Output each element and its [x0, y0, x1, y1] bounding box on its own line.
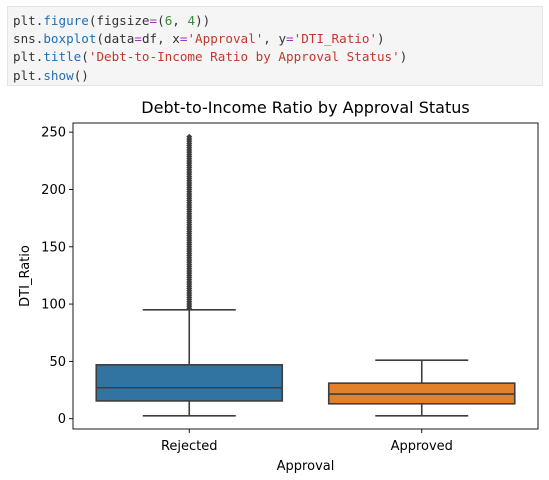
code-token: )): [195, 13, 211, 28]
code-token: boxplot: [43, 31, 97, 47]
code-token: plt.: [13, 49, 44, 65]
code-token: 6: [164, 13, 173, 28]
code-token: (data: [96, 31, 135, 47]
code-token: sns.: [13, 31, 44, 47]
y-tick-label: 150: [41, 240, 66, 255]
code-token: 'Debt-to-Income Ratio by Approval Status…: [88, 49, 400, 65]
boxplot-chart: Debt-to-Income Ratio by Approval Status 0…: [18, 98, 539, 474]
x-axis-label: Approval: [277, 459, 335, 474]
chart: Debt-to-Income Ratio by Approval Status 0…: [0, 92, 549, 476]
code-token: (figsize: [88, 13, 150, 28]
code-block: plt.figure(figsize=(6, 4)) sns.boxplot(da…: [8, 7, 542, 85]
code-token: =: [134, 31, 142, 47]
y-tick-label: 100: [41, 298, 66, 313]
code-token: (): [73, 67, 89, 83]
y-tick-label: 0: [58, 412, 66, 427]
box-iqr: [95, 364, 284, 402]
code-token: plt.: [13, 67, 44, 83]
y-tick-label: 200: [41, 183, 66, 198]
code-token: ): [399, 49, 408, 65]
code-token: =: [286, 31, 294, 47]
code-token: (: [81, 49, 89, 65]
code-token: , y: [263, 31, 287, 47]
code-token: ,: [172, 13, 188, 28]
code-token: figure: [43, 13, 89, 28]
code-token: title: [43, 49, 82, 65]
code-token: 'DTI_Ratio': [293, 31, 378, 47]
code-token: df, x: [141, 31, 180, 47]
code-token: plt.: [13, 13, 44, 28]
chart-title: Debt-to-Income Ratio by Approval Status: [141, 98, 469, 117]
box-approved: [327, 359, 516, 417]
box-rejected: [95, 133, 284, 417]
code-token: ): [377, 31, 385, 47]
y-axis-label: DTI_Ratio: [18, 245, 33, 307]
code-token: show: [43, 67, 74, 83]
code-cell[interactable]: plt.figure(figsize=(6, 4)) sns.boxplot(da…: [7, 6, 543, 86]
y-tick-label: 50: [49, 355, 66, 370]
plot-frame: [72, 122, 539, 430]
code-token: 'Approval': [187, 31, 264, 47]
y-tick-label: 250: [41, 126, 66, 141]
code-token: =: [179, 31, 188, 47]
code-token: =: [149, 13, 158, 28]
code-token: 4: [187, 13, 196, 28]
outlier-marker: [186, 305, 193, 312]
code-line: plt.title('Debt-to-Income Ratio by Appro…: [13, 48, 542, 66]
x-tick-label: Approved: [391, 439, 453, 454]
code-line: plt.show(): [13, 67, 542, 85]
code-line: plt.figure(figsize=(6, 4)): [13, 12, 542, 30]
code-token: (: [157, 13, 165, 28]
code-line: sns.boxplot(data=df, x='Approval', y='DT…: [13, 30, 542, 48]
x-tick-label: Rejected: [161, 439, 218, 454]
